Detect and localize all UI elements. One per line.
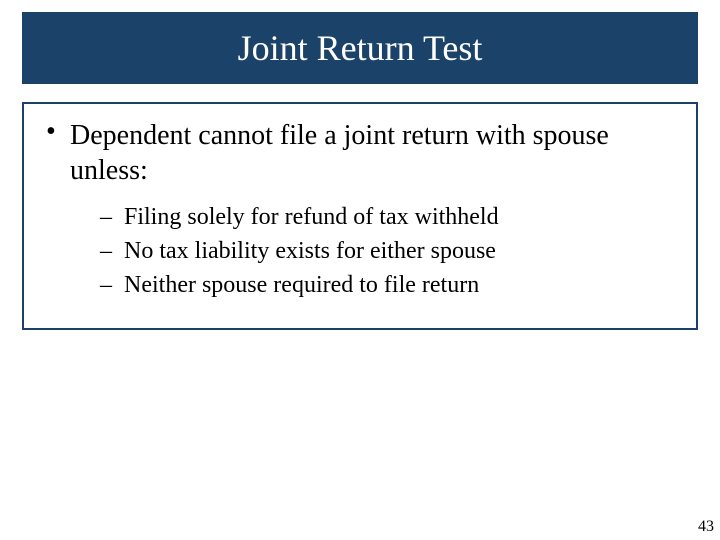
slide: Joint Return Test Dependent cannot file … — [0, 0, 720, 540]
sub-bullet: Neither spouse required to file return — [70, 270, 678, 300]
title-bar: Joint Return Test — [22, 12, 698, 84]
sub-bullet-text: Filing solely for refund of tax withheld — [124, 204, 499, 230]
sub-bullet: Filing solely for refund of tax withheld — [70, 202, 678, 232]
sub-bullet-text: No tax liability exists for either spous… — [124, 238, 496, 264]
sub-bullet-text: Neither spouse required to file return — [124, 272, 479, 298]
slide-title: Joint Return Test — [238, 27, 483, 69]
main-bullet: Dependent cannot file a joint return wit… — [42, 118, 678, 300]
page-number: 43 — [698, 518, 714, 536]
sub-bullet: No tax liability exists for either spous… — [70, 236, 678, 266]
main-bullet-text: Dependent cannot file a joint return wit… — [70, 120, 609, 186]
content-box: Dependent cannot file a joint return wit… — [22, 102, 698, 330]
